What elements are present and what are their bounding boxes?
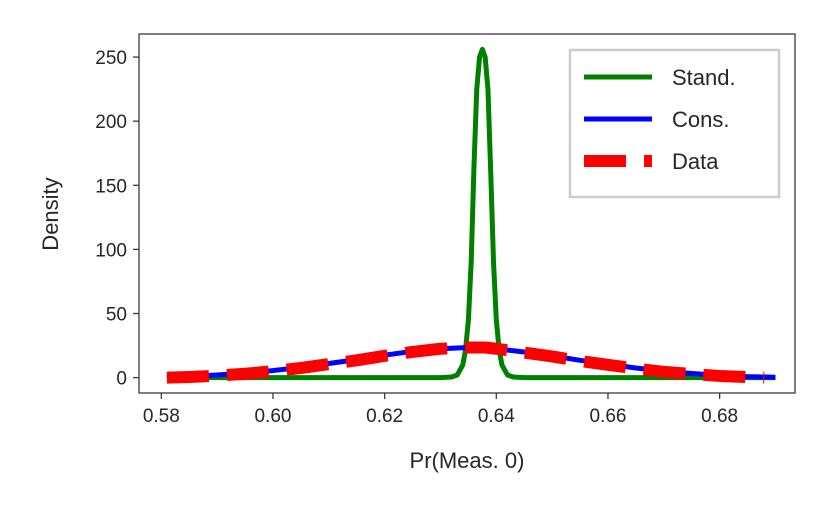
x-axis-label: Pr(Meas. 0) [410, 448, 525, 473]
y-tick-label: 250 [95, 48, 127, 69]
series-line-stand [166, 46, 776, 381]
series-layer [166, 46, 776, 384]
x-tick-label: 0.68 [701, 406, 738, 427]
y-tick-label: 150 [95, 176, 127, 197]
y-tick-label: 200 [95, 112, 127, 133]
x-tick-label: 0.64 [478, 406, 515, 427]
legend-label: Data [672, 149, 719, 174]
x-tick-label: 0.58 [143, 406, 180, 427]
y-tick-label: 0 [116, 369, 127, 390]
y-axis-label: Density [38, 177, 63, 250]
ticks-layer: 0.58 0.60 0.62 0.64 0.66 0.68 0 50 100 150 200 250 [95, 48, 738, 427]
y-tick-label: 100 [95, 240, 127, 261]
legend-box [568, 48, 781, 199]
legend-label: Cons. [672, 107, 729, 132]
series-line-data [166, 341, 765, 384]
x-tick-label: 0.62 [366, 406, 403, 427]
legend: Stand. Cons. Data [568, 48, 781, 199]
y-tick-label: 50 [106, 305, 127, 326]
legend-label: Stand. [672, 65, 736, 90]
plot-frame [138, 33, 796, 394]
x-tick-label: 0.66 [589, 406, 626, 427]
x-tick-label: 0.60 [254, 406, 291, 427]
